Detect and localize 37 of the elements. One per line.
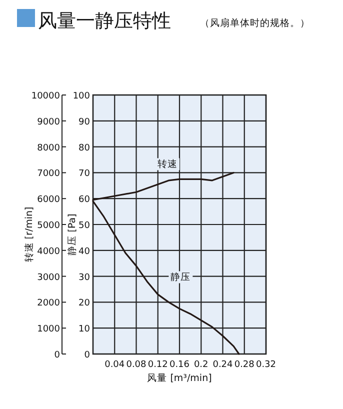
chart-title: 风量一静压特性: [38, 10, 171, 32]
x-tick-label: 0.16: [169, 360, 190, 370]
y-tick-label: 0: [84, 350, 90, 360]
x-tick-label: 0.28: [234, 360, 255, 370]
y2-tick-label: 2000: [37, 298, 60, 309]
y-tick-label: 20: [78, 298, 90, 309]
y2-tick-label: 8000: [37, 143, 60, 154]
y2-tick-label: 0: [54, 350, 60, 360]
y-axis-title: 静压 [Pa]: [66, 214, 78, 256]
y-tick-label: 90: [78, 117, 90, 128]
chart-subtitle: （风扇单体时的规格。）: [200, 17, 310, 29]
y-tick-label: 40: [78, 246, 90, 257]
y2-tick-label: 1000: [37, 324, 60, 335]
y-tick-label: 10: [78, 324, 90, 335]
y-tick-label: 70: [78, 169, 90, 180]
y2-axis-title: 转速 [r/min]: [23, 206, 35, 262]
x-tick-label: 0.08: [126, 360, 147, 370]
x-axis-title: 风量 [m³/min]: [147, 373, 212, 384]
y2-tick-label: 6000: [37, 195, 60, 206]
y-tick-label: 100: [72, 92, 90, 102]
x-tick-label: 0.12: [148, 360, 168, 370]
y-tick-label: 60: [78, 195, 90, 206]
series-label: 转速: [158, 158, 178, 170]
y2-tick-label: 5000: [37, 221, 60, 231]
y2-tick-label: 3000: [37, 272, 60, 283]
x-tick-label: 0.32: [256, 360, 276, 370]
series-label: 静压: [170, 271, 191, 284]
y-tick-label: 30: [78, 272, 90, 283]
y2-tick-label: 10000: [31, 92, 60, 102]
y-tick-label: 50: [78, 221, 90, 231]
x-tick-label: 0.04: [104, 360, 125, 370]
y-tick-label: 80: [78, 143, 90, 154]
y2-tick-label: 4000: [37, 246, 60, 257]
x-tick-label: 0.24: [212, 360, 234, 370]
y2-tick-label: 7000: [37, 169, 60, 180]
y2-tick-label: 9000: [37, 117, 60, 128]
x-tick-label: 0.2: [194, 360, 208, 370]
